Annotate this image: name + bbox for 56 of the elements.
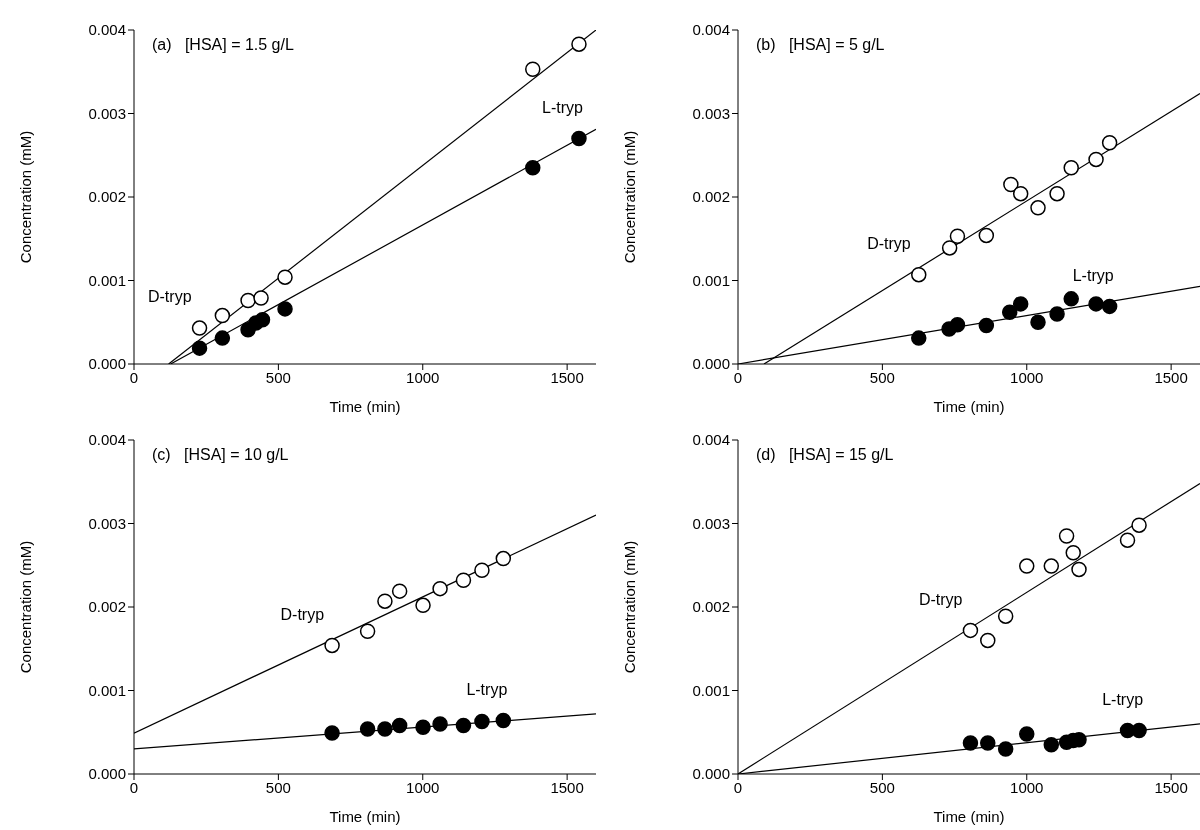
y-axis-title: Concentration (mM) (17, 540, 35, 674)
x-tick-label: 500 (265, 368, 291, 386)
chart-title: (c) [HSA] = 10 g/L (152, 446, 289, 464)
chart-title: (d) [HSA] = 15 g/L (756, 446, 894, 464)
y-tick-label: 0.001 (692, 681, 730, 699)
x-tick-label: 1000 (1010, 778, 1044, 796)
y-tick-label: 0.002 (88, 188, 126, 206)
x-tick-label: 0 (129, 368, 139, 386)
y-tick-label: 0.004 (692, 431, 730, 449)
x-tick-label: 0 (733, 368, 743, 386)
x-tick-label: 1000 (406, 778, 440, 796)
series-label: L-tryp (1072, 266, 1114, 284)
y-axis-title: Concentration (mM) (621, 540, 639, 674)
y-tick-label: 0.004 (88, 431, 126, 449)
x-axis-title: Time (min) (933, 398, 1005, 415)
y-tick-label: 0.001 (692, 271, 730, 289)
y-axis-title: Concentration (mM) (621, 130, 639, 264)
y-tick-label: 0.000 (692, 765, 730, 783)
x-tick-label: 1500 (1154, 368, 1188, 386)
y-tick-label: 0.001 (88, 271, 126, 289)
y-tick-label: 0.004 (88, 21, 126, 39)
series-label: L-tryp (466, 680, 508, 698)
x-axis-title: Time (min) (329, 398, 401, 415)
x-tick-label: 0 (129, 778, 139, 796)
x-tick-label: 1500 (550, 778, 584, 796)
y-tick-label: 0.002 (692, 188, 730, 206)
x-tick-label: 0 (733, 778, 743, 796)
y-tick-label: 0.002 (692, 598, 730, 616)
series-label: D-tryp (280, 605, 325, 623)
x-tick-label: 1500 (1154, 778, 1188, 796)
y-tick-label: 0.003 (692, 514, 730, 532)
y-tick-label: 0.002 (88, 598, 126, 616)
x-axis-title: Time (min) (933, 808, 1005, 825)
series-label: L-tryp (542, 98, 584, 116)
y-tick-label: 0.003 (88, 104, 126, 122)
series-label: D-tryp (147, 288, 192, 306)
y-axis-title: Concentration (mM) (17, 130, 35, 264)
y-tick-label: 0.003 (88, 514, 126, 532)
y-tick-label: 0.000 (692, 355, 730, 373)
y-tick-label: 0.000 (88, 355, 126, 373)
x-tick-label: 1500 (550, 368, 584, 386)
x-tick-label: 500 (869, 368, 895, 386)
chart-title: (a) [HSA] = 1.5 g/L (152, 36, 294, 54)
x-axis-title: Time (min) (329, 808, 401, 825)
series-label: L-tryp (1102, 690, 1144, 708)
x-tick-label: 1000 (406, 368, 440, 386)
series-label: D-tryp (867, 234, 911, 252)
x-tick-label: 500 (869, 778, 895, 796)
y-tick-label: 0.001 (88, 681, 126, 699)
x-tick-label: 1000 (1010, 368, 1044, 386)
y-tick-label: 0.003 (692, 104, 730, 122)
x-tick-label: 500 (265, 778, 291, 796)
chart-title: (b) [HSA] = 5 g/L (756, 36, 885, 54)
y-tick-label: 0.004 (692, 21, 730, 39)
series-label: D-tryp (918, 590, 963, 608)
y-tick-label: 0.000 (88, 765, 126, 783)
